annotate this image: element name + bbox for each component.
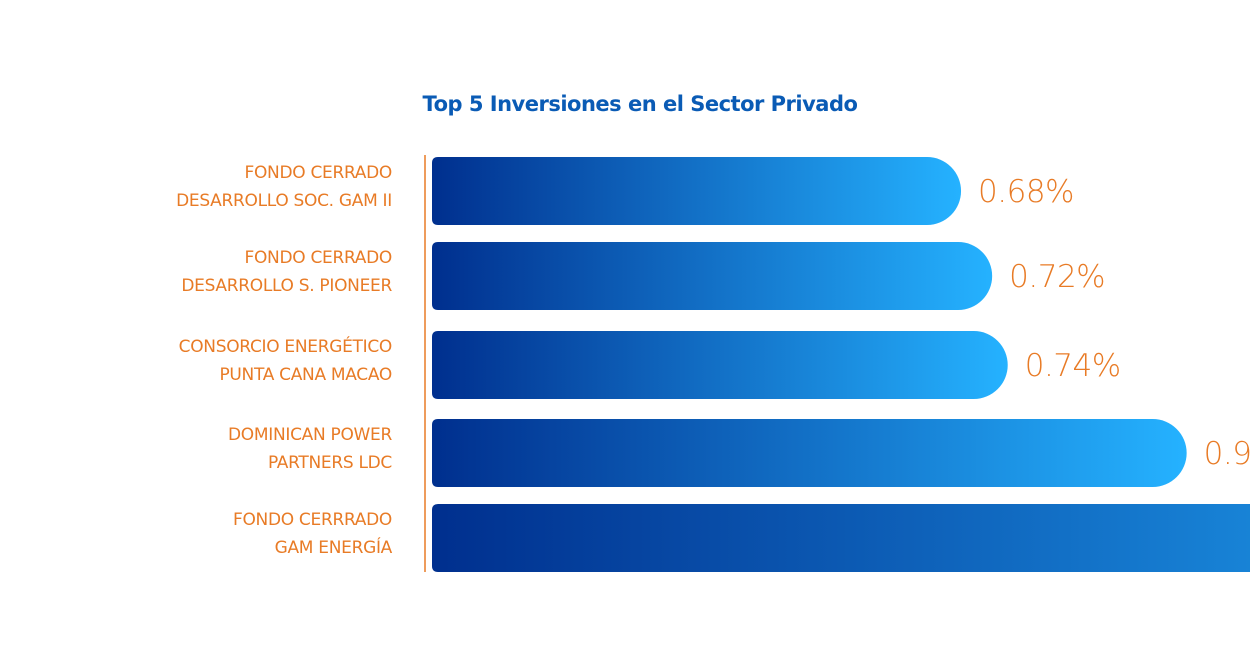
category-label-2-line-2: DESARROLLO S. PIONEER [181, 276, 392, 296]
bar-4 [432, 419, 1187, 487]
category-label-1-line-1: FONDO CERRADO [245, 163, 393, 183]
value-label-1: 0.68% [978, 174, 1074, 210]
category-label-1-line-2: DESARROLLO SOC. GAM II [176, 191, 392, 211]
category-label-5-line-2: GAM ENERGÍA [275, 536, 393, 558]
category-label-5-line-1: FONDO CERRRADO [233, 510, 392, 530]
bar-2 [432, 242, 993, 310]
value-label-2: 0.72% [1009, 259, 1105, 295]
bar-5 [432, 504, 1250, 572]
category-label-3-line-2: PUNTA CANA MACAO [219, 365, 392, 385]
bar-3 [432, 331, 1008, 399]
bars-group: 0.68% FONDO CERRADO DESARROLLO SOC. GAM II… [176, 157, 1250, 572]
category-label-3-line-1: CONSORCIO ENERGÉTICO [179, 335, 392, 357]
chart-title: Top 5 Inversiones en el Sector Privado [422, 92, 858, 116]
category-label-4-line-1: DOMINICAN POWER [228, 425, 392, 445]
bar-1 [432, 157, 962, 225]
value-label-3: 0.74% [1025, 348, 1121, 384]
category-label-2-line-1: FONDO CERRADO [245, 248, 393, 268]
category-label-4-line-2: PARTNERS LDC [268, 453, 392, 473]
value-label-4: 0.97% [1204, 436, 1250, 472]
